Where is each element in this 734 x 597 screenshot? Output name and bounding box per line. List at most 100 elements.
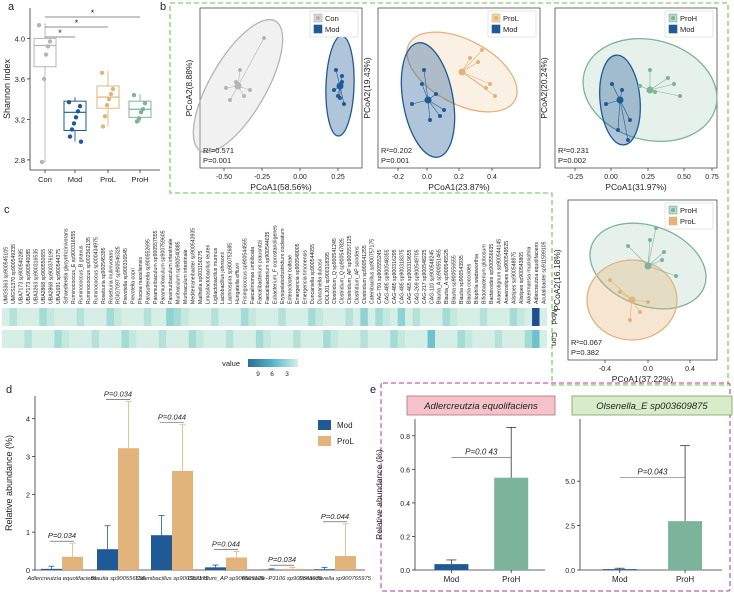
pcoa-spoke [647, 251, 665, 267]
pcoa-point [626, 244, 630, 248]
heatmap-legend-tick: 6 [270, 371, 274, 378]
d-legend-swatch [318, 420, 331, 430]
heatmap-column-label: UBA2868 sp900550655 [41, 249, 47, 304]
heatmap-column-label: Blautia_A sp900545525 [444, 249, 450, 304]
heatmap-column-label: Faecalibacterium sp900544035 [265, 232, 271, 304]
pcoa-legend-label: ProL [680, 217, 696, 226]
heatmap-column-label: Paramuribaculum sp900759605 [161, 230, 167, 304]
pcoa-point [342, 102, 346, 106]
heatmap-column-label: Blautia_A sp900551465 [437, 249, 443, 304]
heatmap-column-label: CAG-485 sp900318375 [399, 249, 405, 304]
pcoa-spoke [461, 49, 483, 73]
pcoa-point [442, 108, 446, 112]
pcoa-legend-dot [671, 208, 675, 212]
heatmap-cell [390, 330, 398, 348]
pcoa-point [660, 258, 664, 262]
pcoa-legend-label: Mod [680, 25, 695, 34]
heatmap-column-label: CAG-110 sp900548245 [429, 250, 435, 304]
e-bar-mod [434, 564, 469, 570]
a-x-tick-label: ProH [131, 175, 148, 184]
heatmap-cell [330, 330, 339, 348]
pcoa-legend-dot [671, 27, 675, 31]
pcoa-point [438, 114, 442, 118]
d-legend-label: Mod [337, 421, 353, 430]
heatmap-cell [457, 330, 466, 348]
heatmap-cell [46, 330, 55, 348]
heatmap-cell [84, 330, 92, 348]
pcoa-point [626, 138, 630, 142]
e-y-tick-label: 0.4 [400, 501, 410, 508]
heatmap-cell [84, 308, 92, 326]
pcoa-point [620, 88, 624, 92]
pcoa-point [242, 94, 246, 98]
heatmap-cell [136, 330, 145, 348]
heatmap-cell [196, 330, 204, 348]
heatmap-cell [39, 308, 47, 326]
heatmap-cell [300, 308, 309, 326]
heatmap-cell [472, 308, 481, 326]
pcoa-point [262, 36, 266, 40]
panel-label-d: d [6, 384, 12, 396]
pcoa-point [468, 56, 472, 60]
heatmap-column-label: Prevotella sp900316545 [123, 248, 129, 304]
heatmap-cell [532, 308, 540, 326]
heatmap-cell [479, 330, 488, 348]
heatmap-cell [106, 308, 115, 326]
a-point [102, 114, 108, 119]
d-y-tick-label: 4 [26, 415, 30, 424]
heatmap-cell [31, 308, 40, 326]
pcoa-legend-label: ProH [680, 206, 697, 215]
e-y-tick-label: 0.6 [400, 467, 410, 474]
heatmap-cell [196, 308, 204, 326]
heatmap-cell [158, 308, 167, 326]
heatmap-cell [390, 308, 398, 326]
pcoa-x-tick-label: 0.4 [487, 174, 497, 181]
heatmap-cell [16, 308, 25, 326]
heatmap-cell [2, 330, 10, 348]
heatmap-cell [106, 330, 115, 348]
heatmap-cell [375, 330, 383, 348]
pcoa-r2: R²=0.571 [203, 146, 234, 155]
heatmap-cell [382, 308, 391, 326]
pcoa-point [420, 82, 424, 86]
pcoa-point [618, 290, 622, 294]
heatmap-column-label: Alistipes sp900543805 [519, 252, 525, 304]
a-sig-star: * [91, 8, 95, 18]
d-x-tick-label: Catenibacillus sp900557175 [136, 576, 210, 582]
heatmap-cell [412, 308, 421, 326]
pcoa-x-tick-label: 0.25 [331, 174, 345, 181]
heatmap-cell [151, 330, 159, 348]
heatmap-cell [308, 308, 316, 326]
heatmap-cell [255, 330, 264, 348]
pcoa-point [484, 86, 488, 90]
heatmap-column-label: Anaerotignum sp900544145 [496, 239, 502, 304]
pcoa-point [434, 92, 438, 96]
heatmap-column-label: UMGS1370 sp900549235 [11, 244, 17, 304]
heatmap-cell [128, 330, 137, 348]
heatmap-column-label: Erysipelatoclostridium cocleatum [280, 228, 286, 304]
heatmap-column-label: Roseburia sp900545395 [101, 247, 107, 304]
heatmap-row-label: Mod [550, 310, 559, 325]
heatmap-cell [136, 308, 145, 326]
heatmap-cell [517, 330, 525, 348]
pcoa-legend-label: ProL [503, 14, 519, 23]
heatmap-cell [323, 330, 331, 348]
heatmap-column-label: Mailhella sp003150275 [198, 251, 204, 304]
a-point [71, 121, 77, 126]
heatmap-cell [457, 308, 466, 326]
pcoa-point [662, 250, 666, 254]
heatmap-column-label: Duncaniella dubosii [317, 259, 323, 304]
e-y-tick-label: 0.8 [400, 434, 410, 441]
heatmap-cell [479, 308, 488, 326]
heatmap-column-label: Paramuribaculum sp900557555 [153, 230, 159, 304]
d-bar-mod [314, 569, 335, 570]
heatmap-column-label: DOLJ01 sp900318395 [325, 252, 331, 304]
heatmap-cell [240, 330, 249, 348]
heatmap-cell [420, 330, 428, 348]
pcoa-spoke [461, 71, 487, 89]
pcoa-point [638, 84, 642, 88]
heatmap-cell [382, 330, 391, 348]
d-bar-mod [205, 567, 226, 570]
heatmap-column-label: Anaerostipes sp900549525 [504, 241, 510, 304]
pcoa-p-value: P=0.001 [203, 156, 231, 165]
